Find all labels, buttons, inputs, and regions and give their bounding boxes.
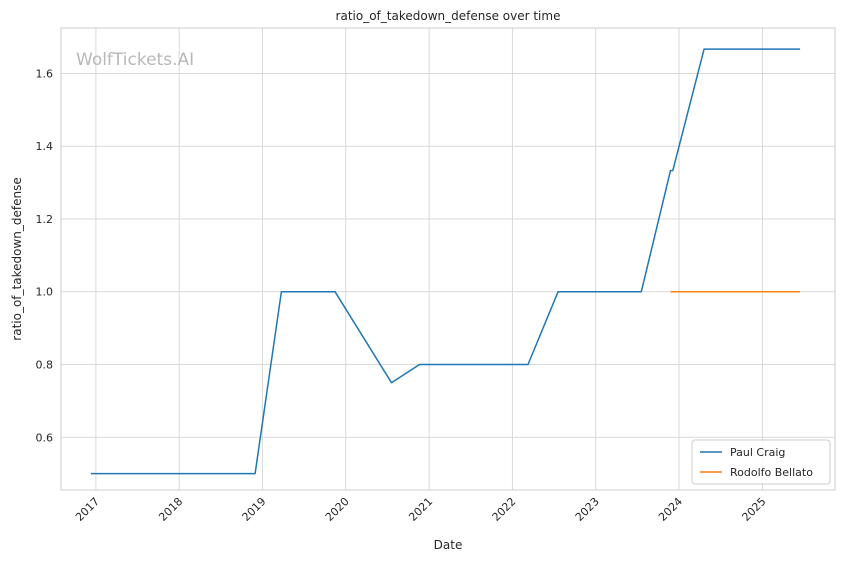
x-tick-label: 2021 [406, 495, 435, 524]
y-gridlines [61, 72, 835, 438]
chart-title: ratio_of_takedown_defense over time [336, 9, 561, 23]
series-layer [90, 48, 801, 475]
x-tick-label: 2019 [240, 495, 269, 524]
y-axis-title: ratio_of_takedown_defense [10, 177, 24, 340]
x-tick-label: 2020 [323, 495, 352, 524]
legend-label: Paul Craig [730, 446, 785, 459]
legend-label: Rodolfo Bellato [730, 466, 813, 479]
plot-area-frame [60, 27, 836, 491]
x-tick-label: 2022 [490, 495, 519, 524]
y-tick-label: 1.2 [36, 213, 54, 226]
x-tick-label: 2018 [156, 495, 185, 524]
y-tick-label: 1.6 [36, 67, 54, 80]
series-line-paul-craig [90, 48, 801, 475]
x-tick-label: 2024 [656, 495, 685, 524]
x-tick-labels: 2017 2018 2019 2020 2021 2022 2023 2024 2025 [73, 495, 769, 524]
x-tick-label: 2017 [73, 495, 102, 524]
y-tick-label: 1.4 [36, 140, 54, 153]
watermark-text: WolfTickets.AI [76, 50, 194, 70]
y-tick-label: 1.0 [36, 286, 54, 299]
y-tick-labels: 0.6 0.8 1.0 1.2 1.4 1.6 [36, 67, 54, 444]
y-tick-label: 0.8 [36, 358, 54, 371]
x-gridlines [95, 28, 763, 490]
legend-box [691, 439, 831, 485]
x-axis-title: Date [434, 538, 463, 552]
legend: Paul Craig Rodolfo Bellato [691, 439, 831, 485]
x-tick-label: 2023 [573, 495, 602, 524]
y-tick-label: 0.6 [36, 431, 54, 444]
x-tick-label: 2025 [740, 495, 769, 524]
